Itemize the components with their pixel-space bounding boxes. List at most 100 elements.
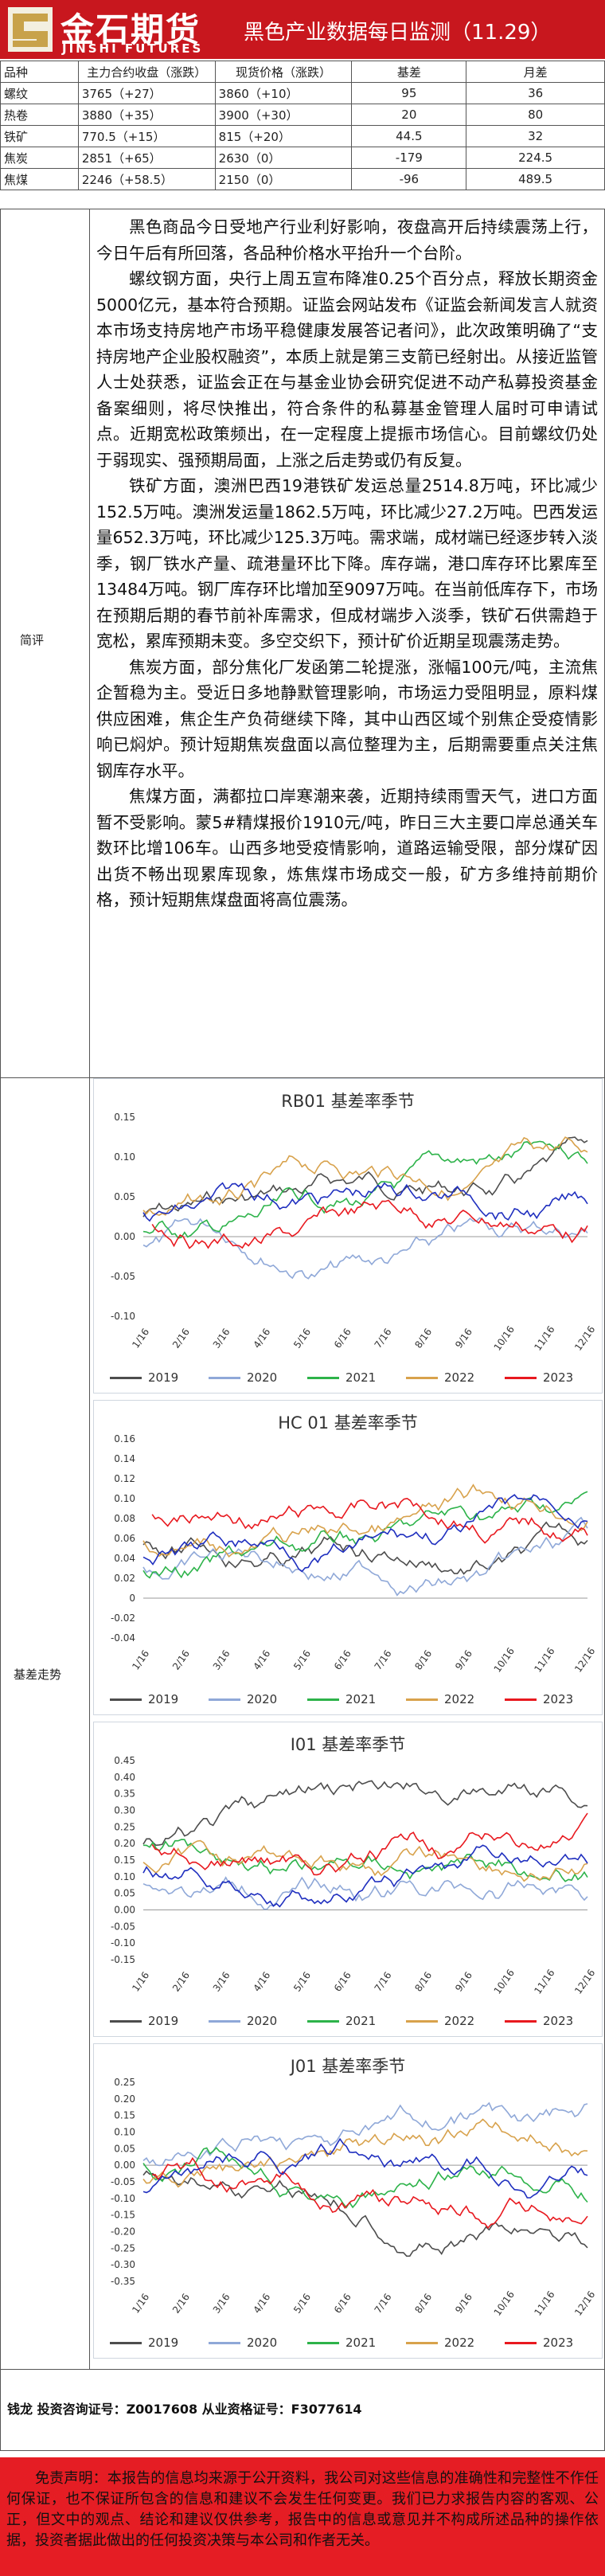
legend-label: 2020 — [247, 1692, 278, 1706]
legend-swatch — [307, 1698, 339, 1701]
legend-swatch — [307, 2342, 339, 2344]
legend-swatch — [406, 1377, 438, 1379]
series-line — [142, 1182, 588, 1222]
x-tick-label: 1/16 — [130, 2292, 151, 2316]
y-tick-label: 0.15 — [114, 1855, 135, 1866]
series-line — [142, 1140, 588, 1239]
legend-label: 2023 — [543, 2014, 574, 2028]
x-tick-label: 4/16 — [251, 2292, 272, 2316]
x-tick-label: 10/16 — [492, 1324, 517, 1353]
series-line — [142, 1839, 588, 1882]
y-tick-label: -0.10 — [111, 1311, 135, 1322]
x-tick-label: 9/16 — [453, 1648, 474, 1672]
x-tick-label: 1/16 — [130, 1327, 151, 1351]
y-tick-label: -0.15 — [111, 2210, 135, 2221]
y-tick-label: 0.05 — [114, 1191, 135, 1202]
y-tick-label: 0.10 — [114, 1493, 135, 1504]
logo-emblem-icon — [8, 7, 53, 52]
chart-title: I01 基差率季节 — [290, 1735, 406, 1754]
x-tick-label: 2/16 — [170, 1327, 192, 1351]
y-tick-label: 0.06 — [114, 1533, 135, 1544]
x-tick-label: 4/16 — [251, 1648, 272, 1672]
comment-paragraph: 焦炭方面，部分焦化厂发函第二轮提涨，涨幅100元/吨，主流焦企暂稳为主。受近日多… — [96, 657, 598, 780]
x-tick-label: 3/16 — [211, 1970, 232, 1994]
series-line — [142, 1516, 588, 1597]
y-tick-label: -0.02 — [111, 1612, 135, 1624]
series-line — [142, 1483, 588, 1558]
header-cell: 月差 — [466, 61, 605, 83]
legend-label: 2023 — [543, 1370, 574, 1385]
legend-swatch — [209, 2342, 240, 2344]
table-cell: 螺纹 — [0, 82, 79, 104]
report-header: 金石期货 JINSHI FUTURES 黑色产业数据每日监测（11.29） — [0, 0, 605, 59]
disclaimer-box: 免责声明：本报告的信息均来源于公开资料，我公司对这些信息的准确性和完整性不作任何… — [0, 2457, 605, 2576]
x-tick-label: 2/16 — [170, 1970, 192, 1994]
table-cell: 770.5（+15） — [77, 125, 216, 147]
x-tick-label: 2/16 — [170, 1648, 192, 1672]
header-cell: 主力合约收盘（涨跌） — [77, 61, 216, 83]
x-tick-label: 5/16 — [291, 1327, 313, 1351]
series-line — [142, 1876, 588, 1910]
y-tick-label: -0.10 — [111, 2193, 135, 2204]
y-tick-label: 0.05 — [114, 1888, 135, 1899]
y-tick-label: 0.35 — [114, 1788, 135, 1800]
chart-plot: 0.45 0.40 0.35 0.30 0.25 0.20 0.15 0.10 0.05 0.00… — [111, 1755, 597, 1996]
table-cell: 3765（+27） — [77, 82, 216, 104]
x-tick-label: 10/16 — [492, 1968, 517, 1996]
table-header-row: 品种 主力合约收盘（涨跌） 现货价格（涨跌） 基差 月差 — [0, 61, 605, 83]
legend-label: 2019 — [148, 2336, 179, 2350]
series-line — [142, 2147, 588, 2209]
series-line — [151, 1199, 588, 1249]
y-tick-label: 0.10 — [114, 1871, 135, 1882]
y-tick-label: 0.00 — [114, 1231, 135, 1242]
series-line — [142, 1844, 588, 1908]
x-tick-label: 6/16 — [332, 1648, 353, 1672]
basis-chart-panel: RB01 基差率季节 0.15 0.10 0.05 0.00 -0.05 -0.10 1/16… — [93, 1078, 603, 1394]
x-tick-label: 11/16 — [532, 1324, 556, 1353]
table-cell: -96 — [351, 168, 467, 190]
legend-swatch — [110, 2020, 142, 2023]
y-tick-label: -0.05 — [111, 1271, 135, 1282]
chart-plot: 0.25 0.20 0.15 0.10 0.05 0.00 -0.05 -0.10 -0.15 -… — [111, 2077, 597, 2318]
x-tick-label: 5/16 — [291, 1970, 313, 1994]
x-tick-label: 10/16 — [492, 2289, 517, 2318]
y-tick-label: -0.05 — [111, 1921, 135, 1932]
y-tick-label: -0.10 — [111, 1937, 135, 1949]
legend-label: 2020 — [247, 2336, 278, 2350]
table-cell: -179 — [351, 147, 467, 169]
y-tick-label: 0.30 — [114, 1805, 135, 1816]
logo-english-name: JINSHI FUTURES — [62, 41, 204, 56]
x-tick-label: 6/16 — [332, 2292, 353, 2316]
legend-label: 2022 — [444, 2014, 475, 2028]
legend-label: 2023 — [543, 2336, 574, 2350]
x-tick-label: 8/16 — [412, 1327, 434, 1351]
legend-label: 2020 — [247, 1370, 278, 1385]
report-title: 黑色产业数据每日监测（11.29） — [244, 21, 552, 45]
comment-label-cell: 简评 — [1, 209, 90, 1077]
y-tick-label: 0.45 — [114, 1755, 135, 1766]
series-line — [142, 2101, 588, 2167]
comment-label: 简评 — [20, 633, 45, 647]
legend-swatch — [110, 2342, 142, 2344]
x-tick-label: 12/16 — [572, 1968, 597, 1996]
table-cell: 热卷 — [0, 104, 79, 126]
legend-label: 2021 — [345, 1370, 377, 1385]
x-tick-label: 11/16 — [532, 2289, 556, 2318]
series-line — [151, 1812, 588, 1876]
legend-swatch — [110, 1377, 142, 1379]
y-tick-label: 0.00 — [114, 1905, 135, 1916]
legend-label: 2021 — [345, 2336, 377, 2350]
y-tick-label: 0.02 — [114, 1573, 135, 1584]
x-tick-label: 7/16 — [373, 1648, 394, 1672]
y-tick-label: -0.20 — [111, 2226, 135, 2238]
series-line — [142, 1136, 588, 1216]
basis-chart-panel: J01 基差率季节 0.25 0.20 0.15 0.10 0.05 0.00 -0.05 -0… — [93, 2043, 603, 2359]
x-tick-label: 9/16 — [453, 1970, 474, 1994]
y-tick-label: 0.15 — [114, 1112, 135, 1123]
chart-title: HC 01 基差率季节 — [278, 1413, 418, 1433]
chart-title: RB01 基差率季节 — [281, 1092, 415, 1111]
table-cell: 2630（0） — [214, 147, 353, 169]
basis-chart-panel: HC 01 基差率季节 0.16 0.14 0.12 0.10 0.08 0.06 0.04 0… — [93, 1400, 603, 1715]
table-cell: 95 — [351, 82, 467, 104]
legend-label: 2019 — [148, 1692, 179, 1706]
